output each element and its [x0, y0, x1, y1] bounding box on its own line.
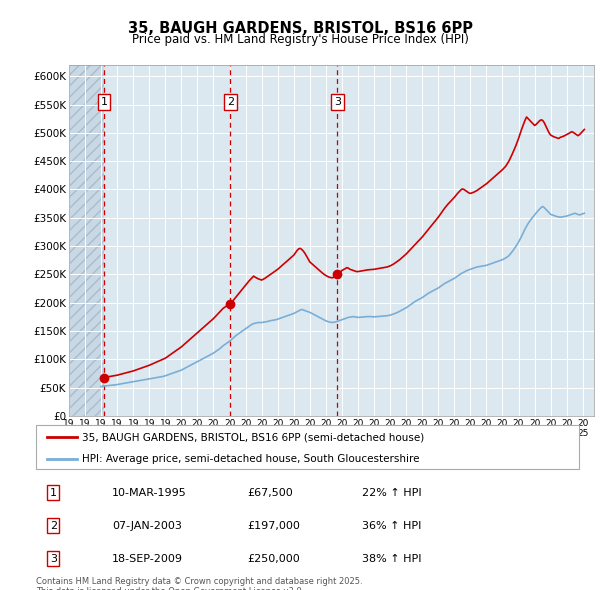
Text: £197,000: £197,000 [248, 521, 301, 530]
Text: 22% ↑ HPI: 22% ↑ HPI [362, 488, 421, 497]
Bar [69, 65, 104, 416]
Text: £250,000: £250,000 [248, 554, 301, 563]
Text: Contains HM Land Registry data © Crown copyright and database right 2025.
This d: Contains HM Land Registry data © Crown c… [36, 577, 362, 590]
Text: 3: 3 [50, 554, 57, 563]
Text: 35, BAUGH GARDENS, BRISTOL, BS16 6PP: 35, BAUGH GARDENS, BRISTOL, BS16 6PP [128, 21, 473, 35]
Text: HPI: Average price, semi-detached house, South Gloucestershire: HPI: Average price, semi-detached house,… [82, 454, 419, 464]
Text: 07-JAN-2003: 07-JAN-2003 [112, 521, 182, 530]
Text: 18-SEP-2009: 18-SEP-2009 [112, 554, 183, 563]
Text: 1: 1 [50, 488, 57, 497]
Text: 2: 2 [227, 97, 234, 107]
Text: £67,500: £67,500 [248, 488, 293, 497]
FancyBboxPatch shape [36, 425, 579, 469]
Text: 36% ↑ HPI: 36% ↑ HPI [362, 521, 421, 530]
Text: 10-MAR-1995: 10-MAR-1995 [112, 488, 187, 497]
Text: Price paid vs. HM Land Registry's House Price Index (HPI): Price paid vs. HM Land Registry's House … [131, 33, 469, 46]
Text: 3: 3 [334, 97, 341, 107]
Text: 38% ↑ HPI: 38% ↑ HPI [362, 554, 421, 563]
Text: 1: 1 [101, 97, 107, 107]
Text: 2: 2 [50, 521, 57, 530]
Text: 35, BAUGH GARDENS, BRISTOL, BS16 6PP (semi-detached house): 35, BAUGH GARDENS, BRISTOL, BS16 6PP (se… [82, 432, 424, 442]
